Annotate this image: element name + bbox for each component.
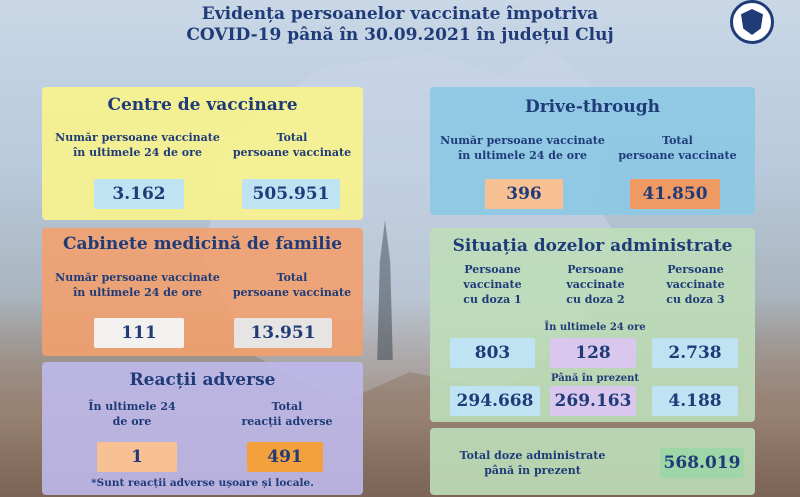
panel-drive-through: Drive-through Număr persoane vaccinate î…	[430, 87, 755, 215]
label-total: Total persoane vaccinate	[232, 131, 352, 159]
value-24h: 3.162	[94, 179, 184, 209]
label-total: Total persoane vaccinate	[618, 134, 737, 162]
value-total: 505.951	[242, 179, 340, 209]
label-doza-1: Persoane vaccinate cu doza 1	[463, 263, 522, 306]
label-total-doze: Total doze administrate până în prezent	[459, 449, 606, 477]
panel-centre-vaccinare: Centre de vaccinare Număr persoane vacci…	[42, 87, 363, 220]
label-24h: Număr persoane vaccinate în ultimele 24 …	[55, 131, 220, 159]
panel-total-doze: Total doze administrate până în prezent …	[430, 428, 755, 495]
panel-situatia-dozelor: Situația dozelor administrate Persoane v…	[430, 228, 755, 422]
label-24h: În ultimele 24 de ore	[88, 400, 176, 428]
label-ultimele-24-ore: În ultimele 24 ore	[544, 322, 646, 333]
label-total: Total persoane vaccinate	[232, 271, 352, 299]
prefecture-emblem-icon	[730, 0, 774, 44]
footnote: *Sunt reacții adverse ușoare și locale.	[91, 477, 314, 489]
panel-title: Cabinete medicină de familie	[62, 234, 343, 254]
value-total: 13.951	[234, 318, 332, 348]
panel-cabinete-medicina: Cabinete medicină de familie Număr perso…	[42, 228, 363, 356]
panel-title: Reacții adverse	[129, 370, 276, 390]
panel-reactii-adverse: Reacții adverse În ultimele 24 de ore To…	[42, 362, 363, 495]
church-spire-background	[377, 220, 393, 360]
value-doza2-total: 269.163	[550, 386, 636, 416]
value-total: 41.850	[630, 179, 720, 209]
value-24h: 396	[485, 179, 563, 209]
panel-title: Situația dozelor administrate	[452, 236, 733, 256]
value-doza1-total: 294.668	[450, 386, 540, 416]
value-total-doze: 568.019	[660, 448, 744, 478]
panel-title: Centre de vaccinare	[107, 95, 298, 115]
value-total: 491	[247, 442, 323, 472]
label-24h: Număr persoane vaccinate în ultimele 24 …	[440, 134, 605, 162]
value-doza1-24h: 803	[450, 338, 535, 368]
value-doza3-total: 4.188	[652, 386, 738, 416]
value-24h: 1	[97, 442, 177, 472]
label-total: Total reacții adverse	[241, 400, 333, 428]
value-24h: 111	[94, 318, 184, 348]
label-pana-in-prezent: Până în prezent	[550, 373, 640, 384]
label-doza-3: Persoane vaccinate cu doza 3	[666, 263, 725, 306]
coat-of-arms-icon	[741, 9, 763, 35]
label-24h: Număr persoane vaccinate în ultimele 24 …	[55, 271, 220, 299]
value-doza3-24h: 2.738	[652, 338, 738, 368]
value-doza2-24h: 128	[550, 338, 636, 368]
panel-title: Drive-through	[524, 97, 661, 117]
page-title: Evidența persoanelor vaccinate împotriva…	[186, 4, 614, 45]
label-doza-2: Persoane vaccinate cu doza 2	[566, 263, 625, 306]
